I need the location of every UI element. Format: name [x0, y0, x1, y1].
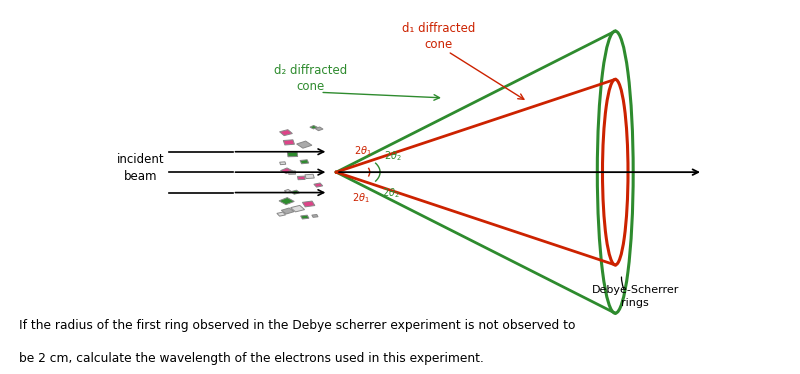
- Text: $2\theta_1$: $2\theta_1$: [354, 144, 371, 158]
- Bar: [279, 197, 294, 205]
- Bar: [284, 190, 291, 193]
- Bar: [277, 212, 286, 216]
- Text: incident
beam: incident beam: [117, 153, 165, 183]
- Text: d₂ diffracted
cone: d₂ diffracted cone: [274, 64, 347, 94]
- Bar: [282, 208, 294, 214]
- Bar: [291, 190, 300, 194]
- Bar: [281, 168, 293, 174]
- Text: $2\theta_2$: $2\theta_2$: [384, 149, 402, 163]
- Bar: [300, 160, 309, 164]
- Bar: [297, 141, 312, 148]
- Bar: [283, 140, 294, 145]
- Text: Debye-Scherrer
rings: Debye-Scherrer rings: [591, 285, 679, 308]
- Bar: [280, 162, 286, 165]
- Bar: [298, 176, 305, 180]
- Bar: [310, 126, 318, 129]
- Bar: [305, 174, 314, 178]
- Text: $2\theta_2$: $2\theta_2$: [382, 186, 400, 200]
- Text: If the radius of the first ring observed in the Debye scherrer experiment is not: If the radius of the first ring observed…: [19, 319, 575, 332]
- Bar: [312, 214, 318, 217]
- Bar: [301, 215, 309, 219]
- Bar: [290, 205, 305, 212]
- Text: $2\theta_1$: $2\theta_1$: [352, 191, 370, 205]
- Bar: [279, 130, 292, 136]
- Text: d₁ diffracted
cone: d₁ diffracted cone: [402, 22, 475, 51]
- Bar: [315, 127, 323, 131]
- Bar: [314, 183, 322, 187]
- Bar: [302, 201, 315, 207]
- Bar: [287, 152, 298, 157]
- Text: be 2 cm, calculate the wavelength of the electrons used in this experiment.: be 2 cm, calculate the wavelength of the…: [19, 352, 484, 365]
- Bar: [289, 171, 296, 174]
